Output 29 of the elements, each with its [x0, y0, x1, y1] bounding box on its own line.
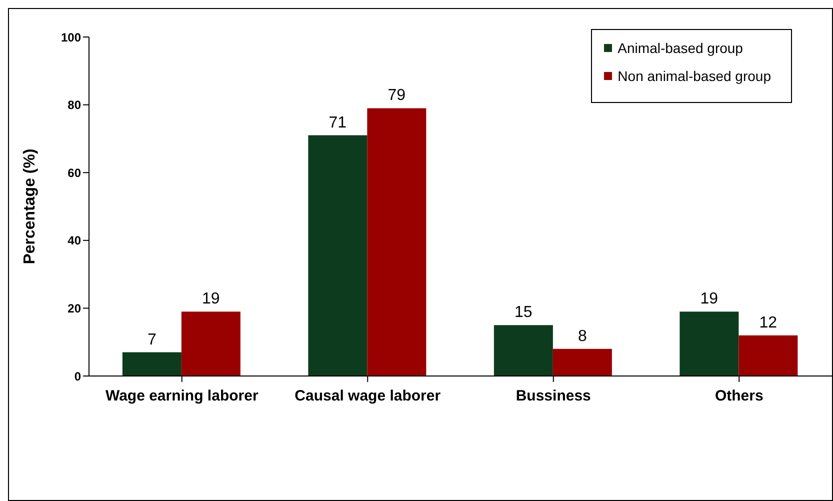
x-tick-label: Bussiness: [516, 388, 591, 405]
data-label: 71: [328, 114, 347, 132]
data-label: 19: [202, 290, 220, 308]
bar: [367, 108, 426, 376]
y-tick-label: 0: [74, 369, 82, 384]
bar: [181, 312, 240, 376]
y-tick-label: 60: [68, 166, 82, 180]
y-tick-label: 40: [68, 234, 82, 248]
bar: [122, 352, 182, 376]
y-axis-title: Percentage (%): [22, 148, 39, 264]
x-tick-label: Causal wage laborer: [294, 388, 441, 405]
data-label: 19: [700, 290, 718, 308]
y-tick-label: 20: [68, 301, 82, 316]
y-tick-label: 80: [68, 98, 82, 112]
x-tick-label: Wage earning laborer: [105, 388, 258, 405]
data-label: 7: [147, 331, 156, 348]
data-label: 15: [514, 304, 532, 322]
x-tick-label: Others: [714, 388, 764, 405]
bar: [680, 312, 739, 376]
data-label: 8: [578, 328, 587, 345]
bar: [308, 135, 368, 376]
y-tick-label: 100: [60, 30, 82, 44]
legend-label: Non animal-based group: [618, 68, 771, 84]
bar: [552, 348, 612, 376]
data-label: 79: [388, 87, 406, 104]
data-label: 12: [759, 314, 778, 332]
legend-label: Animal-based group: [618, 40, 743, 56]
bar: [738, 335, 798, 376]
bar: [494, 325, 553, 376]
